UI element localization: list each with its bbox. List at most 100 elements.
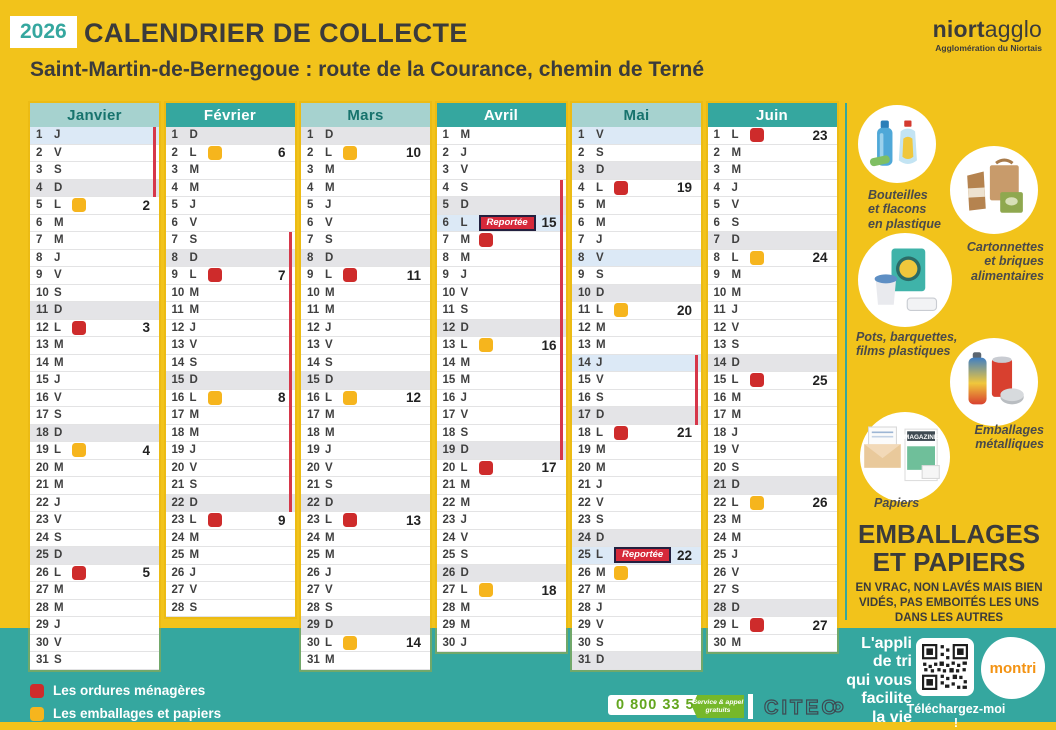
day-number: 11 bbox=[171, 304, 184, 317]
day-number: 22 bbox=[171, 496, 185, 509]
day-number: 30 bbox=[36, 636, 49, 649]
day-row: 18 D bbox=[30, 424, 159, 442]
day-letter: M bbox=[460, 234, 471, 247]
day-number: 21 bbox=[307, 479, 320, 492]
day-letter: M bbox=[460, 356, 471, 369]
day-number: 8 bbox=[442, 251, 449, 264]
week-number: 8 bbox=[277, 390, 286, 406]
day-number: 23 bbox=[713, 514, 727, 527]
day-number: 11 bbox=[307, 304, 320, 317]
day-letter: L bbox=[731, 251, 739, 264]
day-row: 11 L 20 bbox=[572, 302, 701, 320]
day-number: 12 bbox=[713, 321, 727, 334]
day-number: 6 bbox=[713, 216, 720, 229]
day-number: 29 bbox=[713, 619, 727, 632]
day-row: 30 V bbox=[30, 634, 159, 652]
day-row: 22 M bbox=[436, 494, 566, 512]
day-letter: L bbox=[54, 444, 62, 457]
day-letter: D bbox=[596, 164, 605, 177]
niortagglo-logo: niortagglo Agglomération du Niortais bbox=[933, 16, 1042, 53]
day-letter: J bbox=[54, 496, 61, 509]
day-row: 24 M bbox=[165, 529, 295, 547]
day-number: 14 bbox=[442, 356, 456, 369]
day-row: 28 D bbox=[707, 599, 837, 617]
emballages-marker bbox=[343, 390, 357, 405]
day-number: 11 bbox=[713, 304, 726, 317]
day-number: 9 bbox=[36, 269, 43, 282]
emballages-marker bbox=[749, 250, 764, 265]
day-letter: M bbox=[325, 409, 335, 422]
day-number: 26 bbox=[36, 566, 49, 579]
day-letter: L bbox=[189, 146, 197, 159]
day-number: 15 bbox=[307, 374, 320, 387]
day-letter: J bbox=[460, 514, 467, 527]
day-row: 23 L 9 bbox=[165, 512, 295, 530]
day-letter: J bbox=[596, 234, 603, 247]
day-row: 25 L Reportée 22 bbox=[572, 547, 701, 565]
day-row: 20 M bbox=[30, 459, 159, 477]
ordures-marker bbox=[478, 233, 493, 248]
day-number: 10 bbox=[442, 286, 456, 299]
day-letter: M bbox=[54, 234, 64, 247]
day-row: 18 S bbox=[436, 424, 566, 442]
day-letter: M bbox=[596, 199, 606, 212]
day-letter: M bbox=[189, 409, 200, 422]
day-letter: V bbox=[54, 636, 62, 649]
citeo-logo-glyph: CITEO bbox=[763, 696, 844, 720]
day-number: 17 bbox=[307, 409, 320, 422]
day-number: 10 bbox=[36, 286, 49, 299]
day-row: 20 S bbox=[707, 459, 837, 477]
day-letter: M bbox=[54, 461, 64, 474]
day-row: 12 J bbox=[165, 319, 295, 337]
day-letter: S bbox=[731, 339, 740, 352]
day-row: 13 M bbox=[30, 337, 159, 355]
day-row: 16 M bbox=[707, 389, 837, 407]
day-number: 30 bbox=[442, 636, 456, 649]
day-number: 5 bbox=[578, 199, 585, 212]
day-row: 28 J bbox=[572, 599, 701, 617]
day-row: 21 M bbox=[30, 477, 159, 495]
day-row: 10 S bbox=[30, 284, 159, 302]
day-number: 31 bbox=[578, 654, 591, 667]
day-number: 22 bbox=[442, 496, 456, 509]
day-letter: L bbox=[731, 129, 739, 142]
day-letter: M bbox=[731, 269, 742, 282]
day-number: 12 bbox=[578, 321, 591, 334]
day-number: 19 bbox=[36, 444, 49, 457]
day-number: 22 bbox=[36, 496, 49, 509]
day-row: 24 M bbox=[707, 529, 837, 547]
ordures-marker bbox=[72, 320, 86, 335]
ordures-marker bbox=[343, 513, 357, 528]
day-letter: M bbox=[189, 181, 200, 194]
day-letter: J bbox=[731, 426, 738, 439]
day-letter: L bbox=[731, 496, 739, 509]
day-letter: D bbox=[54, 181, 63, 194]
day-row: 25 M bbox=[165, 547, 295, 565]
day-letter: D bbox=[54, 549, 63, 562]
day-letter: S bbox=[596, 514, 604, 527]
day-row: 24 S bbox=[30, 529, 159, 547]
day-number: 21 bbox=[442, 479, 456, 492]
week-number: 21 bbox=[676, 425, 692, 441]
day-number: 12 bbox=[442, 321, 456, 334]
day-number: 18 bbox=[36, 426, 49, 439]
day-row: 8 L 24 bbox=[707, 249, 837, 267]
day-row: 11 M bbox=[165, 302, 295, 320]
day-number: 25 bbox=[307, 549, 320, 562]
day-number: 24 bbox=[578, 531, 591, 544]
day-letter: S bbox=[54, 409, 62, 422]
day-number: 19 bbox=[578, 444, 591, 457]
day-number: 21 bbox=[578, 479, 591, 492]
day-letter: M bbox=[596, 216, 606, 229]
day-letter: M bbox=[460, 619, 471, 632]
day-row: 14 D bbox=[707, 354, 837, 372]
